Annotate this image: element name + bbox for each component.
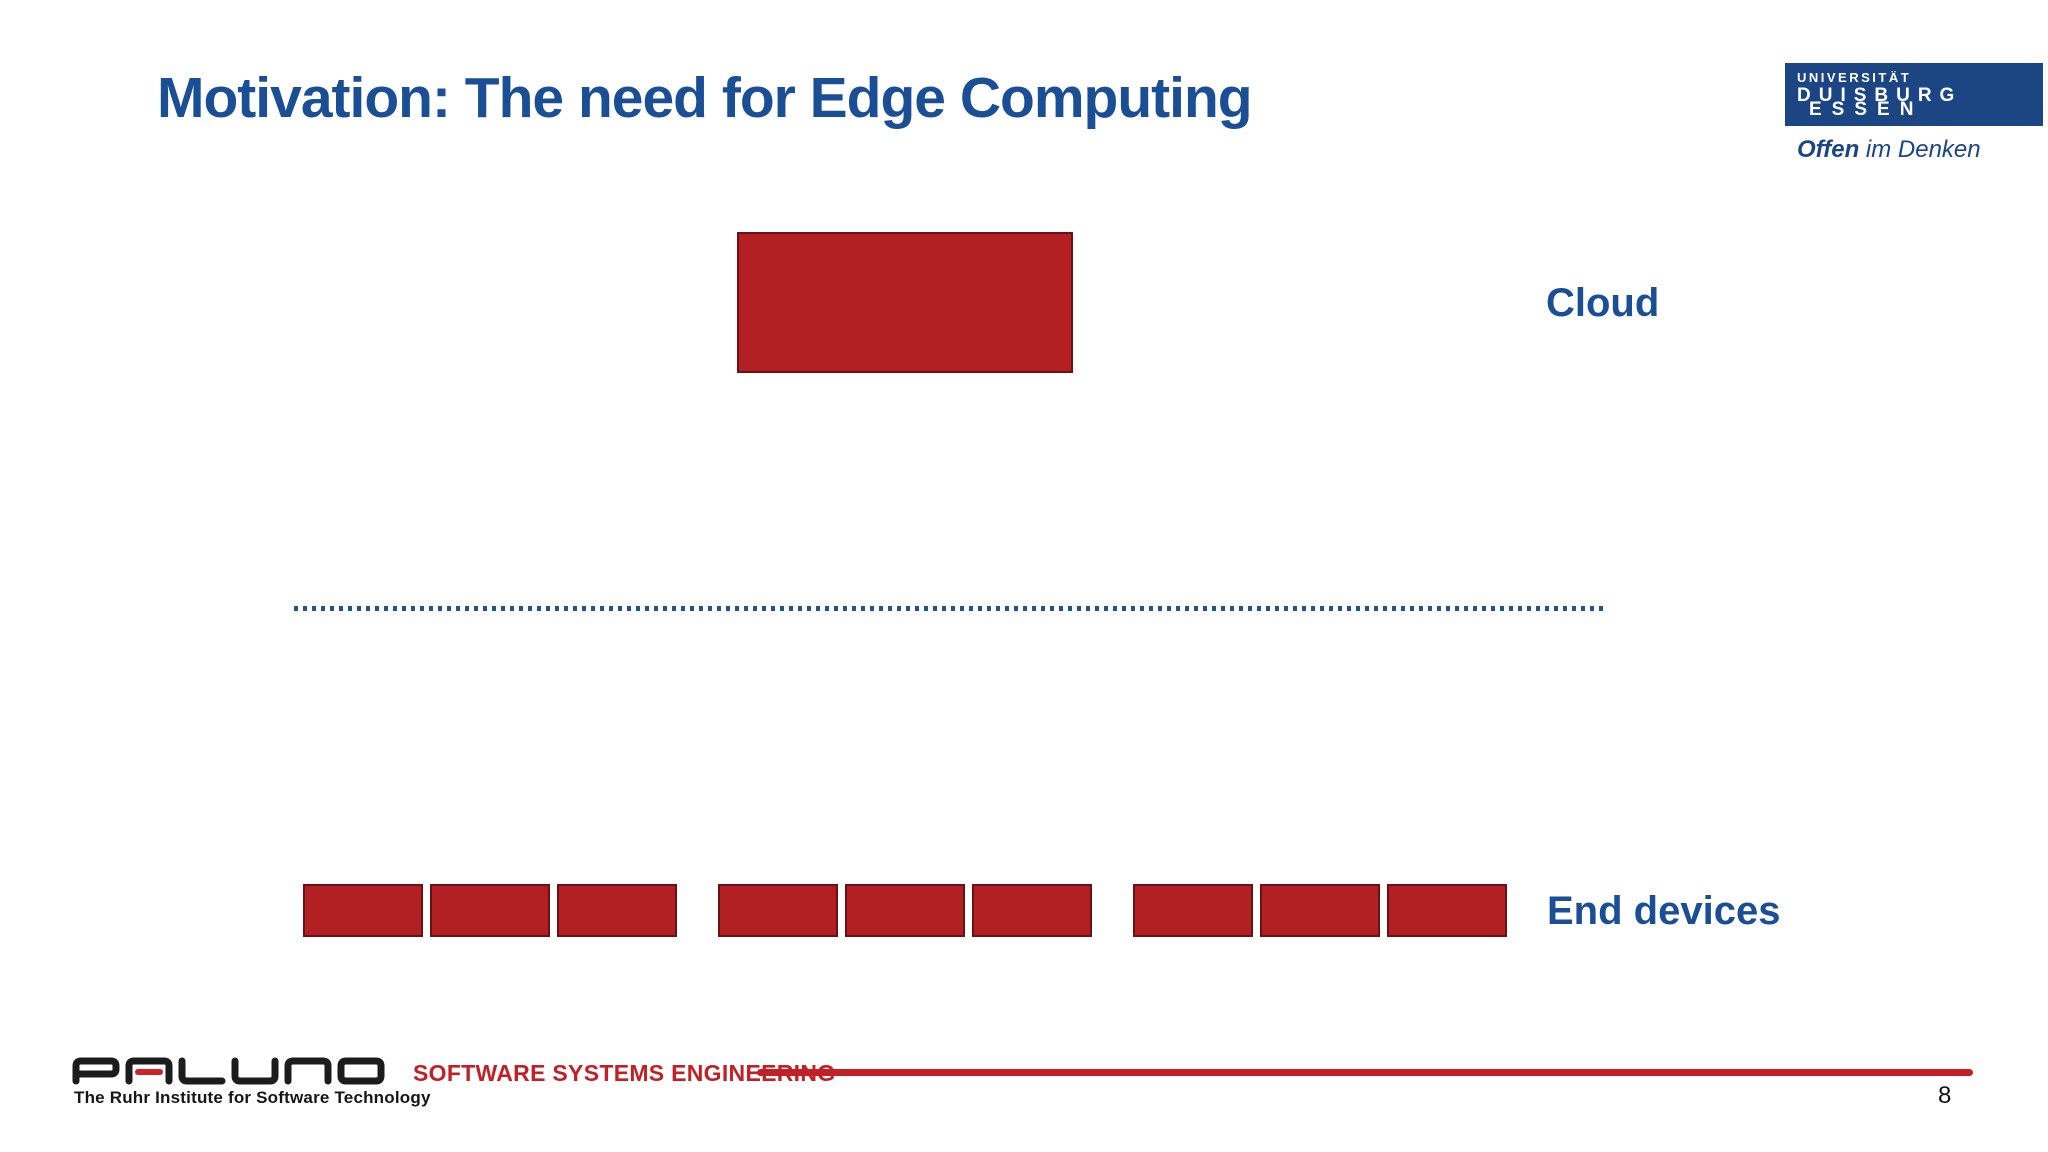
cloud-label: Cloud: [1546, 281, 1660, 325]
paluno-tagline: The Ruhr Institute for Software Technolo…: [74, 1088, 431, 1107]
end-device-box: [303, 884, 423, 937]
paluno-letter-o: [337, 1057, 385, 1085]
paluno-letter-n: [284, 1057, 332, 1085]
end-device-box: [1133, 884, 1253, 937]
end-device-box: [1387, 884, 1507, 937]
logo-text-universitaet: UNIVERSITÄT: [1797, 70, 1912, 85]
paluno-letter-p: [72, 1057, 120, 1085]
claim-offen: Offen: [1797, 136, 1860, 163]
end-device-box: [845, 884, 965, 937]
end-device-box: [557, 884, 677, 937]
cloud-server-box: [737, 232, 1073, 373]
end-devices-label: End devices: [1547, 889, 1781, 933]
university-duisburg-essen-logo: UNIVERSITÄT DUISBURG ESSEN: [1785, 63, 2043, 126]
end-device-group-1: [303, 884, 677, 937]
network-separator-dotted-line: [294, 606, 1604, 611]
end-device-group-2: [718, 884, 1092, 937]
department-name: SOFTWARE SYSTEMS ENGINEERING: [413, 1060, 836, 1086]
page-number: 8: [1938, 1082, 1952, 1109]
claim-im-denken: im Denken: [1859, 136, 1981, 163]
page-title: Motivation: The need for Edge Computing: [157, 66, 1253, 130]
end-device-group-3: [1133, 884, 1507, 937]
end-device-box: [1260, 884, 1380, 937]
logo-text-duisburg: DUISBURG: [1797, 85, 1963, 107]
university-claim: Offen im Denken: [1797, 136, 1981, 164]
end-devices-row: [303, 884, 1507, 937]
end-device-box: [430, 884, 550, 937]
logo-text-essen: ESSEN: [1809, 99, 1924, 121]
paluno-letter-a: [125, 1057, 173, 1085]
footer-red-divider-line: [757, 1069, 1973, 1076]
paluno-logo: [72, 1057, 385, 1085]
end-device-box: [718, 884, 838, 937]
paluno-letter-l: [178, 1057, 226, 1085]
paluno-letter-u: [231, 1057, 279, 1085]
end-device-box: [972, 884, 1092, 937]
